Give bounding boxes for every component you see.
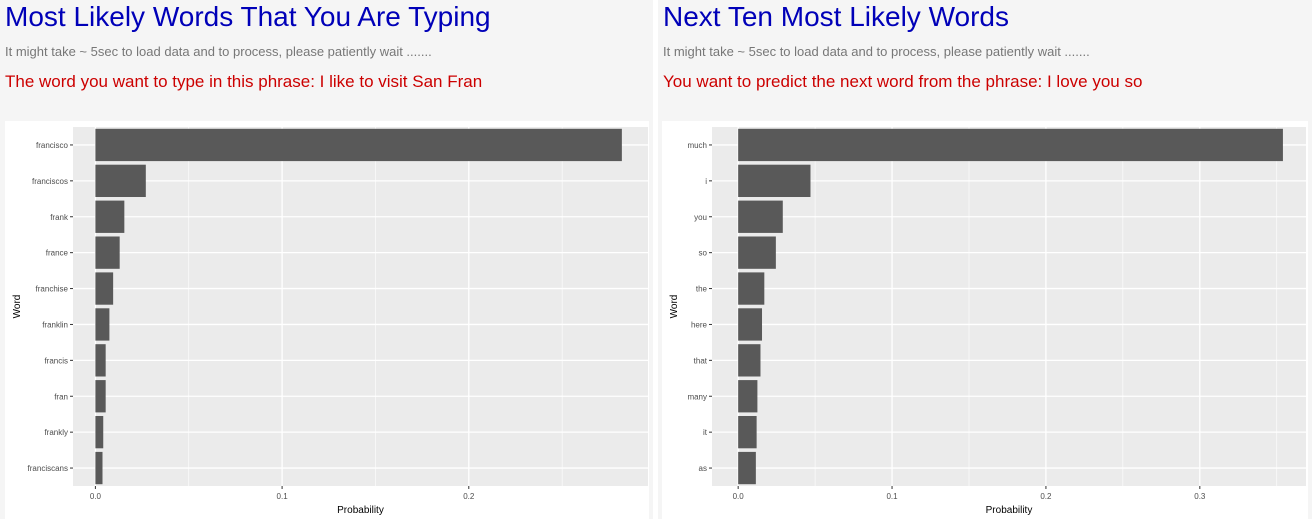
right-panel-phrase: You want to predict the next word from t… (663, 72, 1143, 91)
left-panel-loading-note: It might take ~ 5sec to load data and to… (5, 44, 432, 59)
bar-as (738, 451, 756, 485)
y-tick-label: the (696, 285, 708, 294)
bar-fran (95, 380, 106, 413)
bar-the (738, 272, 765, 305)
y-tick-label: france (46, 249, 69, 258)
bar-much (738, 128, 1283, 162)
y-tick-label: frank (50, 213, 69, 222)
y-axis-title: Word (669, 295, 680, 319)
right-chart-container: much i you so the here that many it as 0.0 0.1 0.2 0.… (662, 121, 1308, 519)
y-tick-label: franklin (42, 320, 68, 329)
x-tick-label: 0.0 (733, 492, 745, 501)
left-panel: Most Likely Words That You Are Typing It… (0, 0, 653, 519)
bar-so (738, 236, 776, 269)
left-panel-phrase: The word you want to type in this phrase… (5, 72, 483, 91)
y-tick-label: francisco (36, 141, 69, 150)
x-axis-title: Probability (986, 505, 1033, 516)
y-tick-label: francis (44, 356, 68, 365)
bar-franciscans (95, 451, 103, 485)
bar-franchise (95, 272, 114, 305)
x-tick-label: 0.1 (886, 492, 898, 501)
x-tick-label: 0.3 (1194, 492, 1206, 501)
y-tick-label: as (699, 464, 707, 473)
bar-francis (95, 344, 106, 377)
y-tick-label: it (703, 428, 708, 437)
left-bar-chart: francisco franciscos frank france franchise f… (12, 127, 648, 516)
left-chart-container: francisco franciscos frank france franchise f… (5, 121, 649, 519)
bar-it (738, 415, 757, 449)
plot-panel (73, 127, 648, 486)
y-axis-title: Word (12, 295, 23, 319)
right-panel-loading-note: It might take ~ 5sec to load data and to… (663, 44, 1090, 59)
right-panel-title: Next Ten Most Likely Words (663, 1, 1009, 32)
right-panel: Next Ten Most Likely Words It might take… (658, 0, 1312, 519)
bar-franklin (95, 308, 110, 341)
y-tick-label: franciscos (32, 177, 68, 186)
y-tick-label: so (699, 249, 708, 258)
bar-i (738, 164, 811, 198)
x-tick-label: 0.0 (90, 492, 102, 501)
y-tick-label: here (691, 320, 708, 329)
bar-france (95, 236, 120, 269)
bar-here (738, 308, 763, 341)
y-tick-label: franciscans (28, 464, 68, 473)
y-tick-label: many (687, 392, 707, 401)
x-axis-title: Probability (337, 505, 384, 516)
bar-franciscos (95, 164, 146, 198)
x-tick-label: 0.2 (1040, 492, 1052, 501)
y-tick-label: that (694, 356, 708, 365)
y-tick-label: fran (54, 392, 68, 401)
bar-frankly (95, 415, 104, 449)
bar-many (738, 380, 758, 413)
right-bar-chart: much i you so the here that many it as 0.0 0.1 0.2 0.… (669, 127, 1306, 516)
y-tick-label: much (687, 141, 707, 150)
bar-francisco (95, 128, 622, 162)
left-panel-title: Most Likely Words That You Are Typing (5, 1, 491, 32)
x-tick-label: 0.1 (277, 492, 289, 501)
bar-frank (95, 200, 125, 233)
bar-you (738, 200, 783, 233)
bar-that (738, 344, 761, 377)
x-tick-label: 0.2 (463, 492, 475, 501)
plot-panel (712, 127, 1306, 486)
y-tick-label: i (705, 177, 707, 186)
y-tick-label: frankly (44, 428, 68, 437)
y-tick-label: franchise (36, 285, 69, 294)
y-tick-label: you (694, 213, 707, 222)
